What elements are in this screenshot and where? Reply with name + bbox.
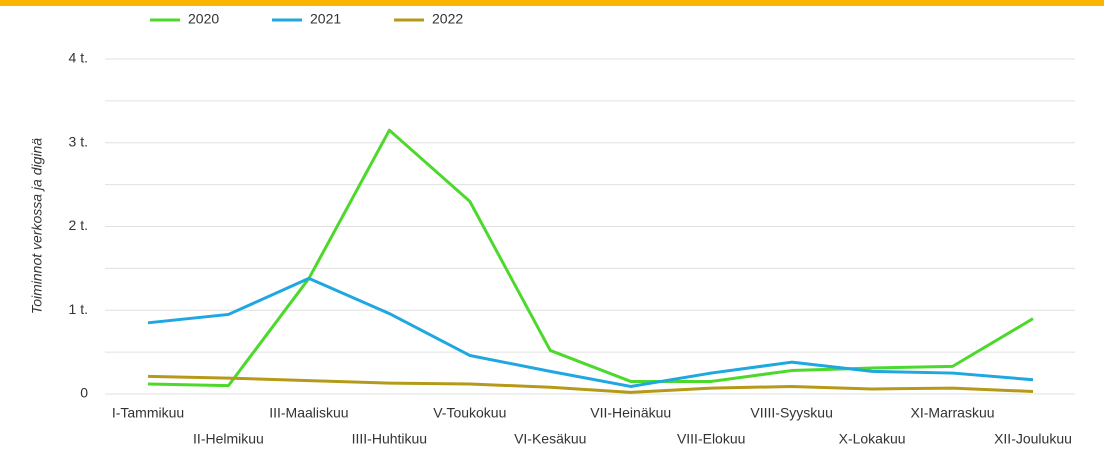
legend-label: 2021 (310, 11, 341, 27)
line-series (147, 128, 1034, 388)
y-axis-title: Toiminnot verkossa ja diginä (29, 138, 45, 314)
legend-label: 2022 (432, 11, 463, 27)
x-tick-label: VI-Kesäkuu (514, 431, 586, 447)
legend-label: 2020 (188, 11, 219, 27)
y-tick-label: 2 t. (69, 217, 88, 233)
x-tick-label: VIIII-Syyskuu (750, 405, 832, 421)
y-tick-label: 3 t. (69, 133, 88, 149)
line-series (147, 374, 1034, 394)
x-tick-label: XI-Marraskuu (911, 405, 995, 421)
y-tick-label: 4 t. (69, 50, 88, 66)
x-tick-label: V-Toukokuu (433, 405, 506, 421)
x-tick-label: III-Maaliskuu (269, 405, 348, 421)
x-tick-label: I-Tammikuu (112, 405, 184, 421)
y-tick-label: 1 t. (69, 301, 88, 317)
x-tick-label: VII-Heinäkuu (590, 405, 671, 421)
line-series (147, 276, 1034, 388)
x-tick-label: X-Lokakuu (839, 431, 906, 447)
x-tick-label: II-Helmikuu (193, 431, 264, 447)
y-tick-label: 0 (80, 385, 88, 401)
x-tick-label: VIII-Elokuu (677, 431, 745, 447)
x-tick-label: IIII-Huhtikuu (352, 431, 427, 447)
x-tick-label: XII-Joulukuu (994, 431, 1072, 447)
top-border (0, 0, 1104, 6)
